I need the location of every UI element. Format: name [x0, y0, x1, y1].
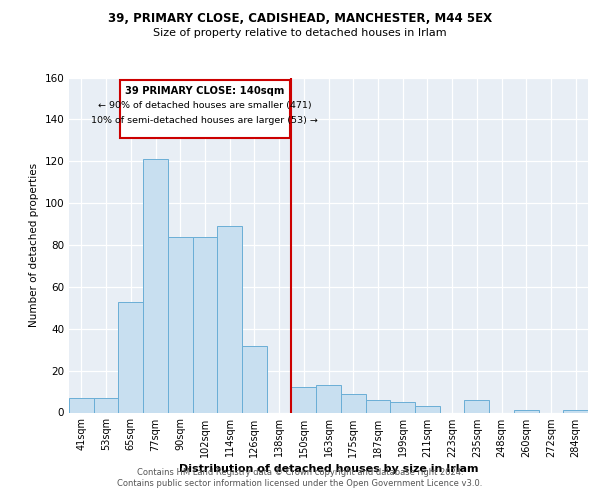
Text: 39, PRIMARY CLOSE, CADISHEAD, MANCHESTER, M44 5EX: 39, PRIMARY CLOSE, CADISHEAD, MANCHESTER…	[108, 12, 492, 26]
Bar	[563, 410, 588, 412]
Bar	[193, 236, 217, 412]
Bar	[94, 398, 118, 412]
Text: Contains HM Land Registry data © Crown copyright and database right 2024.
Contai: Contains HM Land Registry data © Crown c…	[118, 468, 482, 487]
Bar	[464, 400, 489, 412]
Bar	[118, 302, 143, 412]
Bar	[341, 394, 365, 412]
Bar	[390, 402, 415, 412]
X-axis label: Distribution of detached houses by size in Irlam: Distribution of detached houses by size …	[179, 464, 478, 474]
Bar	[143, 159, 168, 412]
Bar	[292, 388, 316, 412]
Bar	[69, 398, 94, 412]
Bar	[316, 386, 341, 412]
Bar	[514, 410, 539, 412]
Bar	[415, 406, 440, 412]
Text: 39 PRIMARY CLOSE: 140sqm: 39 PRIMARY CLOSE: 140sqm	[125, 86, 284, 96]
Bar	[217, 226, 242, 412]
Text: Size of property relative to detached houses in Irlam: Size of property relative to detached ho…	[153, 28, 447, 38]
Y-axis label: Number of detached properties: Number of detached properties	[29, 163, 39, 327]
Bar	[365, 400, 390, 412]
Bar	[242, 346, 267, 412]
Text: 10% of semi-detached houses are larger (53) →: 10% of semi-detached houses are larger (…	[91, 116, 319, 125]
Bar	[168, 236, 193, 412]
Text: ← 90% of detached houses are smaller (471): ← 90% of detached houses are smaller (47…	[98, 102, 312, 110]
FancyBboxPatch shape	[119, 80, 290, 138]
